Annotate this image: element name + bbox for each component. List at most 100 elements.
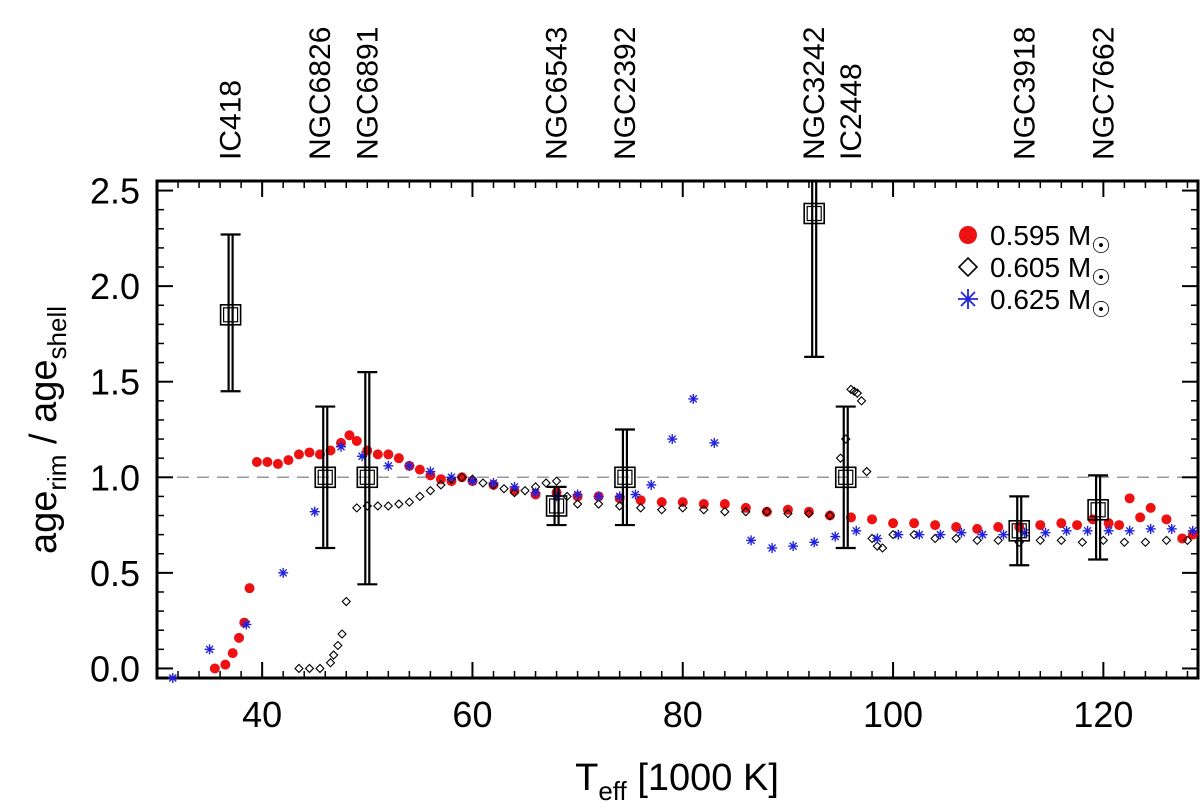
legend-entry-0625: 0.625 M☉: [958, 284, 1111, 322]
data-point-0605: [877, 543, 888, 553]
data-point-0625: [767, 543, 778, 554]
data-point-0625: [977, 529, 988, 540]
data-point-0595: [656, 497, 667, 508]
axis-ticks-layer: 40 60 80 100 120 0.0 0.5 1.0 1.5 2.0 2.5: [90, 171, 1198, 735]
data-point-0605: [741, 506, 751, 517]
plot-frame: [155, 179, 1200, 680]
observations-layer: [219, 179, 1109, 586]
data-point-0605: [415, 491, 425, 502]
data-point-0605: [593, 499, 604, 509]
data-point-0595: [761, 506, 772, 517]
observation-square: [834, 466, 857, 489]
observation-square-inner: [806, 205, 822, 222]
data-point-0605: [783, 508, 793, 519]
data-point-0605: [541, 478, 551, 488]
data-point-0625: [872, 533, 883, 544]
data-point-0595: [304, 447, 315, 458]
data-point-0595: [1056, 518, 1067, 529]
data-point-0605: [315, 663, 325, 674]
data-point-0605: [951, 533, 961, 544]
data-point-0605: [304, 663, 315, 674]
data-point-0625: [1061, 525, 1072, 536]
data-point-0625: [309, 506, 320, 517]
data-point-0605: [804, 508, 814, 519]
data-point-0605: [1056, 535, 1067, 546]
x-axis-title: Teff [1000 K]: [575, 757, 779, 802]
data-point-0625: [788, 541, 799, 552]
x-tick-label: 40: [242, 694, 282, 735]
data-point-0625: [509, 481, 520, 492]
data-point-0625: [998, 529, 1009, 540]
data-point-0595: [220, 659, 231, 670]
data-point-0595: [698, 499, 709, 510]
y-axis-title: agerim / ageshell: [23, 306, 72, 554]
data-point-0605: [352, 503, 362, 513]
observation-square: [219, 304, 242, 326]
data-point-0605: [294, 663, 304, 674]
data-point-0595: [383, 449, 394, 460]
data-point-0605: [1182, 535, 1193, 546]
observation-point: [803, 179, 825, 358]
observation-square-inner: [317, 469, 333, 485]
data-point-0595: [209, 663, 220, 674]
data-point-0595: [1145, 502, 1156, 513]
data-point-0625: [1187, 525, 1198, 536]
y-tick-label: 0.0: [90, 648, 140, 689]
observation-point: [356, 371, 379, 586]
data-point-0625: [830, 531, 841, 542]
observation-point: [545, 485, 568, 527]
data-point-0625: [572, 489, 583, 500]
data-point-0625: [204, 644, 215, 655]
data-point-0605: [1119, 537, 1130, 548]
observation-square-inner: [548, 498, 565, 514]
data-point-0605: [436, 480, 446, 490]
data-point-0605: [825, 510, 835, 521]
data-point-0605: [656, 505, 667, 515]
data-point-0605: [972, 535, 982, 546]
data-point-0605: [909, 529, 919, 540]
data-point-0595: [283, 455, 294, 466]
data-point-0625: [914, 529, 925, 540]
data-point-0595: [1161, 514, 1172, 525]
data-point-0605: [520, 485, 530, 496]
data-point-0625: [935, 529, 946, 540]
observation-square-inner: [617, 469, 633, 485]
data-point-0595: [351, 435, 362, 446]
x-tick-label: 100: [863, 694, 923, 735]
data-point-0595: [909, 518, 920, 529]
data-point-0625: [1124, 525, 1135, 536]
data-point-0605: [720, 506, 730, 517]
data-point-0605: [856, 396, 867, 406]
observation-point: [1087, 474, 1109, 561]
x-axis-title-main: T: [575, 757, 598, 799]
data-point-0595: [867, 514, 878, 525]
data-point-0625: [1040, 527, 1051, 538]
data-point-0625: [746, 535, 757, 546]
legend-label-0625-text: 0.625 M: [990, 284, 1091, 315]
data-point-0595: [888, 518, 899, 529]
legend-label-0605-text: 0.605 M: [990, 252, 1091, 283]
observation-square: [803, 202, 825, 225]
data-point-0595: [1035, 520, 1046, 531]
data-point-0625: [530, 487, 541, 498]
data-point-0605: [930, 533, 940, 544]
y-axis-title-sep: /: [23, 423, 65, 455]
y-tick-label: 1.5: [90, 362, 140, 403]
data-point-0605: [328, 650, 339, 660]
sun-symbol-icon: ☉: [1091, 233, 1111, 258]
observation-square-inner: [1011, 523, 1027, 539]
data-point-0625: [446, 472, 457, 483]
x-tick-label: 120: [1073, 694, 1133, 735]
data-point-0605: [551, 476, 562, 486]
sun-symbol-icon: ☉: [1091, 265, 1111, 290]
x-tick-label: 60: [452, 694, 492, 735]
observation-square: [545, 495, 568, 517]
data-point-0595: [262, 456, 273, 467]
object-labels-layer: IC418 NGC6826 NGC6891 NGC6543 NGC2392 NGC3242…: [215, 27, 1121, 160]
legend-marker-asterisk: [958, 289, 978, 309]
data-point-0595: [1103, 518, 1114, 529]
legend-label-0605: 0.605 M☉: [990, 252, 1111, 290]
data-point-0605: [699, 505, 709, 515]
legend-label-0595: 0.595 M☉: [990, 220, 1111, 258]
data-point-0625: [809, 537, 820, 548]
